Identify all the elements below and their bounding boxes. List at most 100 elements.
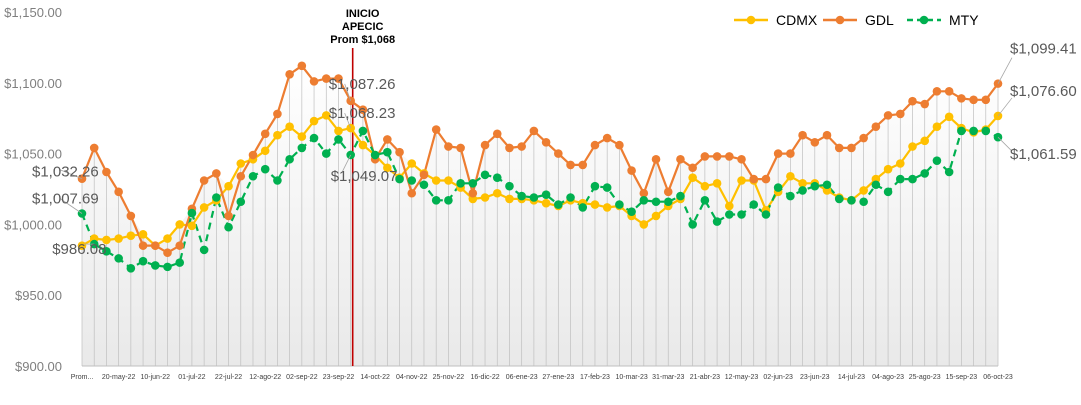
data-point-gdl [431, 125, 441, 134]
data-point-mty [431, 196, 441, 205]
data-point-mty [700, 196, 710, 205]
legend-swatch-dot-gdl [835, 15, 845, 25]
callout-leader-line [344, 112, 352, 129]
y-tick-label: $1,100.00 [4, 76, 62, 91]
data-point-gdl [834, 143, 844, 153]
data-point-cdmx [309, 116, 319, 126]
y-tick-label: $950.00 [15, 288, 62, 303]
data-point-mty [798, 186, 807, 195]
callout-leader-line [344, 83, 352, 101]
data-point-gdl [114, 187, 123, 197]
legend-label-gdl: GDL [865, 12, 894, 28]
data-point-mty [517, 191, 526, 201]
x-tick-label: 02-sep-22 [286, 374, 318, 381]
data-point-gdl [407, 188, 417, 198]
data-point-gdl [248, 150, 258, 160]
data-point-mty [981, 126, 991, 136]
data-point-cdmx [114, 234, 123, 243]
data-point-cdmx [297, 132, 307, 141]
data-point-mty [187, 208, 197, 218]
data-point-gdl [175, 241, 185, 250]
data-point-cdmx [786, 171, 795, 181]
data-point-mty [676, 191, 685, 201]
data-point-cdmx [712, 179, 722, 188]
data-point-gdl [480, 140, 490, 150]
x-tick-label: 04-nov-22 [396, 374, 428, 381]
data-point-cdmx [480, 193, 490, 202]
data-point-mty [969, 126, 978, 136]
legend-label-cdmx: CDMX [776, 12, 818, 28]
data-point-gdl [920, 99, 930, 109]
data-point-gdl [847, 143, 856, 153]
data-point-mty [248, 171, 258, 181]
data-point-gdl [419, 170, 429, 180]
data-point-cdmx [224, 181, 233, 191]
data-point-gdl [138, 241, 148, 250]
data-point-mty [554, 200, 563, 209]
data-point-gdl [492, 129, 502, 139]
data-point-gdl [383, 135, 392, 144]
data-point-mty [114, 254, 123, 263]
data-point-gdl [798, 130, 807, 140]
data-point-cdmx [798, 179, 807, 188]
data-point-mty [737, 210, 746, 219]
data-point-mty [468, 179, 478, 188]
data-point-mty [541, 190, 551, 199]
data-point-mty [712, 217, 722, 226]
data-point-mty [688, 220, 697, 229]
data-point-mty [859, 197, 868, 207]
x-tick-label: 12-ago-22 [249, 374, 281, 381]
data-point-mty [138, 256, 148, 266]
data-point-cdmx [346, 123, 355, 133]
x-tick-label: 22-jul-22 [215, 374, 242, 381]
data-point-mty [273, 176, 282, 185]
data-point-cdmx [138, 230, 148, 239]
data-point-cdmx [77, 241, 87, 250]
callout-leader-line [342, 154, 352, 172]
data-point-mty [297, 143, 307, 153]
data-point-mty [566, 193, 575, 202]
data-point-cdmx [700, 181, 710, 191]
data-point-mty [150, 261, 160, 270]
data-point-gdl [505, 143, 514, 153]
x-tick-label: 12-may-23 [725, 374, 759, 381]
data-point-mty [383, 147, 392, 157]
data-point-gdl [395, 147, 404, 157]
data-point-mty [847, 196, 856, 205]
data-label: $1,049.07 [331, 168, 398, 185]
data-point-mty [492, 173, 502, 182]
y-tick-label: $1,050.00 [4, 147, 62, 162]
data-label: $1,032.26 [32, 164, 99, 181]
x-tick-label: 01-jul-22 [178, 374, 205, 381]
data-point-gdl [969, 95, 978, 105]
legend-label-mty: MTY [949, 12, 979, 28]
data-point-cdmx [737, 176, 746, 185]
data-point-gdl [102, 167, 111, 177]
data-point-cdmx [651, 211, 661, 221]
data-point-gdl [639, 188, 649, 198]
data-point-cdmx [590, 200, 600, 209]
data-point-gdl [895, 109, 905, 119]
x-tick-label: 31-mar-23 [652, 374, 684, 381]
series-line-mty [80, 129, 999, 270]
data-label: $1,087.26 [329, 76, 396, 93]
x-tick-label: 06-ene-23 [506, 374, 538, 381]
x-tick-label: 23-sep-22 [323, 374, 355, 381]
data-point-gdl [712, 152, 722, 161]
data-point-mty [358, 126, 368, 136]
data-label: $1,076.60 [1010, 83, 1077, 100]
x-tick-label: 10-jun-22 [140, 374, 170, 381]
data-point-gdl [737, 154, 746, 164]
x-tick-label: 25-nov-22 [433, 374, 465, 381]
data-point-mty [920, 169, 930, 178]
apecic-marker-label: INICIO [346, 8, 380, 20]
data-point-gdl [932, 86, 942, 96]
data-point-gdl [260, 129, 270, 139]
data-point-gdl [676, 154, 685, 164]
data-point-mty [444, 196, 453, 205]
callout-leader-line [997, 97, 1013, 117]
data-point-cdmx [944, 112, 954, 122]
data-point-gdl [529, 126, 539, 136]
data-point-gdl [578, 160, 588, 170]
data-point-mty [895, 174, 905, 184]
